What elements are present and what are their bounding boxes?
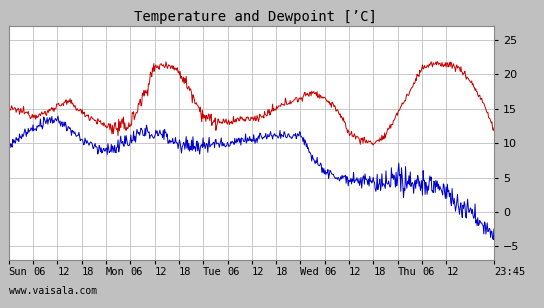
Text: www.vaisala.com: www.vaisala.com [9,286,97,296]
Text: Temperature and Dewpoint [’C]: Temperature and Dewpoint [’C] [134,10,377,24]
